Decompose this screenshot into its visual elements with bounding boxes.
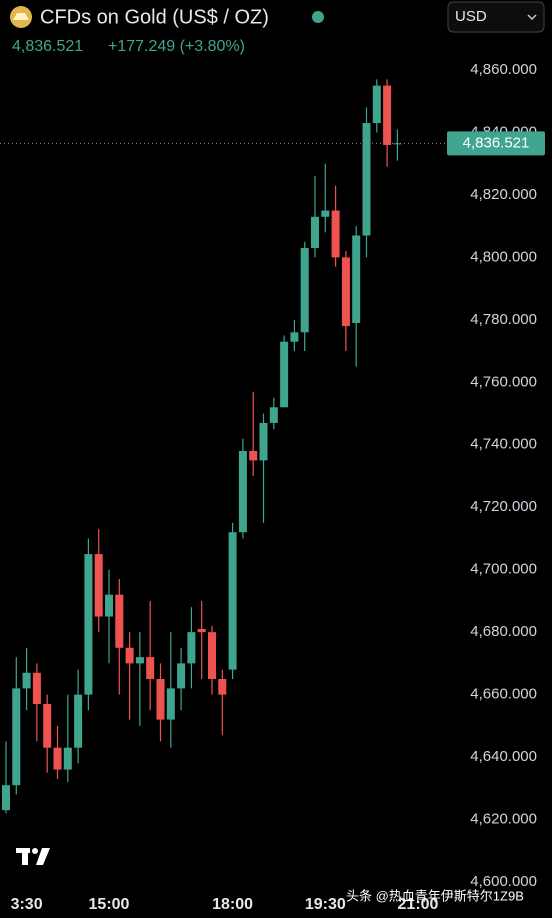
candle-body (12, 688, 21, 786)
candle-body (249, 451, 258, 461)
y-tick-label: 4,800.000 (470, 248, 537, 265)
y-tick-label: 4,700.000 (470, 561, 537, 578)
candle-body (94, 554, 103, 617)
last-price: 4,836.521 (12, 38, 83, 55)
candle-body (321, 210, 330, 217)
candle-body (300, 248, 309, 333)
chart-title: CFDs on Gold (US$ / OZ) (40, 6, 269, 28)
candle-body (311, 216, 319, 249)
candle-body (362, 123, 371, 236)
candle-body (156, 679, 165, 720)
currency-label: USD (455, 8, 487, 25)
logo (10, 6, 32, 28)
y-tick-label: 4,760.000 (470, 373, 537, 390)
y-tick-label: 4,660.000 (470, 686, 537, 703)
y-tick-label: 4,780.000 (470, 311, 537, 328)
candle-body (218, 679, 227, 695)
candle-body (341, 257, 350, 327)
price-tag (447, 131, 545, 156)
price-change: +177.249 (+3.80%) (108, 38, 245, 55)
candle-body (125, 647, 134, 664)
x-tick-label: 3:30 (11, 896, 43, 913)
candle-body (84, 554, 93, 695)
candle-body (115, 594, 124, 648)
candle-body (74, 694, 83, 748)
candle-body (372, 85, 381, 124)
y-tick-label: 4,860.000 (470, 61, 537, 78)
y-tick-label: 4,720.000 (470, 498, 537, 515)
dropdown-arrow (527, 14, 537, 21)
y-tick-label: 4,600.000 (470, 873, 537, 890)
candle-body (208, 632, 216, 679)
candle-body (269, 407, 278, 423)
x-tick-label: 15:00 (89, 896, 130, 913)
candle-body (63, 747, 72, 770)
tv-logo (16, 848, 50, 865)
y-tick-label: 4,620.000 (470, 811, 537, 828)
candle-body (22, 672, 31, 689)
currency-select[interactable] (447, 1, 545, 33)
candle-body (197, 629, 206, 633)
candle-body (238, 451, 247, 533)
candle-body (105, 594, 113, 617)
candle-body (383, 85, 392, 145)
candle-body (2, 785, 10, 811)
candle-body (290, 332, 299, 342)
y-tick-label: 4,820.000 (470, 186, 537, 203)
candle-body (166, 688, 175, 720)
status-dot (312, 11, 324, 23)
x-tick-label: 19:30 (305, 896, 346, 913)
y-tick-label: 4,640.000 (470, 748, 537, 765)
x-tick-label: 18:00 (212, 896, 253, 913)
candle-body (187, 632, 196, 664)
candle-body (32, 672, 41, 704)
candle-body (352, 235, 361, 323)
candle-body (53, 747, 62, 770)
candle-body (393, 143, 402, 145)
candle-body (135, 657, 144, 664)
plot: 4,600.000 4,620.000 4,640.000 4,660.000 4,68… (0, 61, 545, 913)
candle-body (43, 703, 52, 748)
watermark: 头条 @热血青年伊斯特尔1Z9B (346, 888, 524, 903)
y-tick-label: 4,740.000 (470, 436, 537, 453)
candle-body (280, 341, 289, 408)
candle-body (146, 657, 155, 679)
x-tick-label: 21:00 (398, 896, 439, 913)
candle-body (177, 663, 186, 689)
y-tick-label: 4,680.000 (470, 623, 537, 640)
candle-body (259, 422, 268, 461)
candle-body (331, 210, 340, 258)
candle-body (228, 532, 237, 670)
price-tag-label: 4,836.521 (463, 134, 530, 151)
